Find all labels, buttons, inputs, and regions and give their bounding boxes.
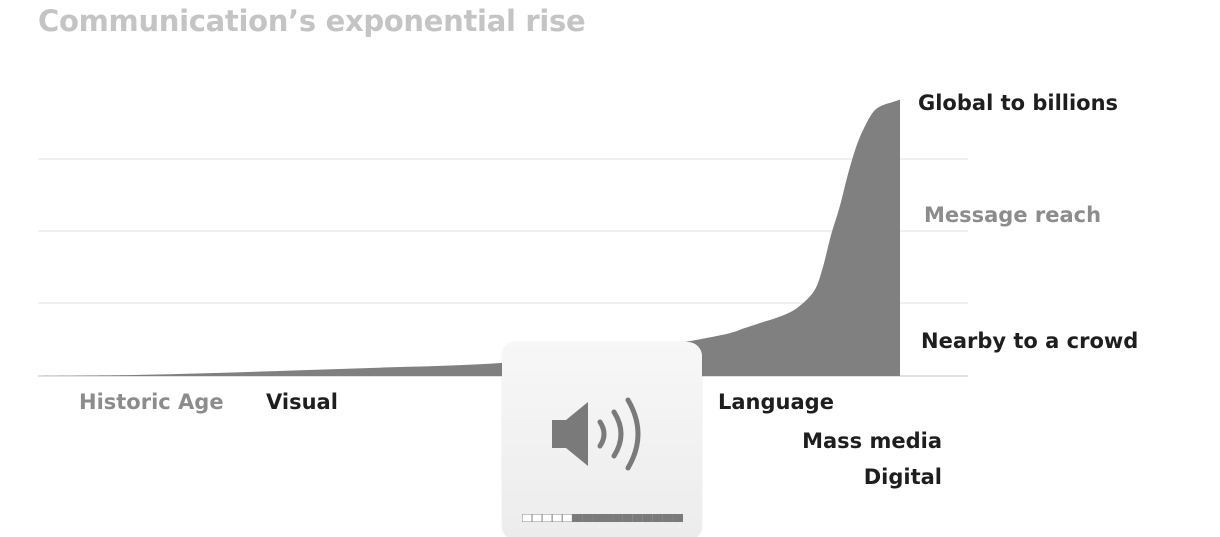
y-axis-label: Message reach <box>924 203 1102 227</box>
volume-segment-empty <box>592 514 603 522</box>
era-label-visual: Visual <box>266 390 338 414</box>
era-label-digital: Digital <box>863 465 942 489</box>
volume-hud <box>502 342 702 537</box>
y-level-top-label: Global to billions <box>918 91 1119 115</box>
area-fill <box>38 99 900 376</box>
volume-segment-empty <box>662 514 673 522</box>
volume-segment-empty <box>602 514 613 522</box>
volume-segment-filled <box>522 514 533 522</box>
volume-segment-filled <box>541 514 553 522</box>
area-series <box>38 99 900 376</box>
volume-segment-empty <box>672 514 683 522</box>
speaker-volume-icon <box>552 397 641 471</box>
chart-title: Communication’s exponential rise <box>38 4 586 38</box>
volume-segment-empty <box>622 514 633 522</box>
volume-segment-empty <box>582 514 593 522</box>
volume-segment-filled <box>561 514 573 522</box>
volume-segment-empty <box>572 514 583 522</box>
volume-segment-empty <box>612 514 623 522</box>
era-label-mass-media: Mass media <box>802 429 942 453</box>
volume-segment-empty <box>642 514 653 522</box>
volume-level-bar <box>522 514 683 522</box>
volume-segment-empty <box>632 514 643 522</box>
era-label-language: Language <box>718 390 834 414</box>
y-level-bottom-label: Nearby to a crowd <box>921 329 1139 353</box>
volume-segment-empty <box>652 514 663 522</box>
x-axis-label: Historic Age <box>79 390 224 414</box>
volume-segment-filled <box>531 514 543 522</box>
volume-segment-filled <box>551 514 563 522</box>
